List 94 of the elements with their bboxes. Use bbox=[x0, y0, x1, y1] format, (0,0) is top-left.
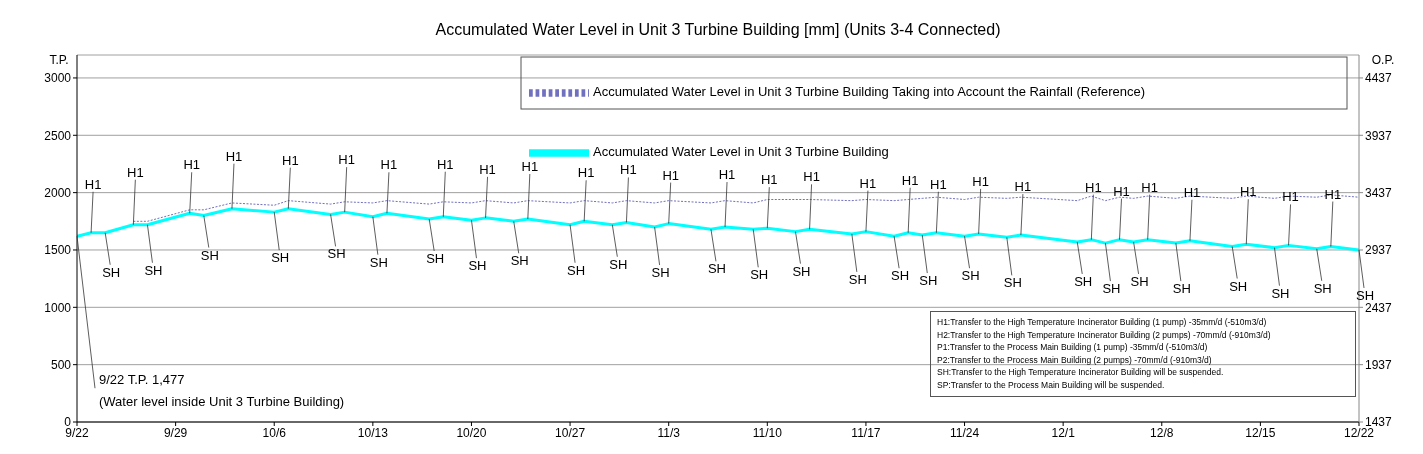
y-tick-label: 2000 bbox=[44, 185, 72, 200]
annotation: SH bbox=[426, 251, 445, 266]
legend-label: Accumulated Water Level in Unit 3 Turbine Building Taking into Account the Rainfall (Reference) bbox=[593, 84, 1146, 100]
y2-axis-title: O.P. bbox=[1371, 53, 1395, 67]
x-tick-label: 11/17 bbox=[851, 425, 881, 440]
annotation: H1 bbox=[718, 167, 736, 183]
annotation: H1 bbox=[436, 156, 454, 172]
annotation: SH bbox=[609, 256, 628, 272]
x-tick-label: 10/20 bbox=[456, 425, 487, 440]
x-tick-label: 10/13 bbox=[357, 425, 389, 440]
annotation: SH bbox=[1102, 281, 1121, 297]
annotation: H1 bbox=[972, 173, 989, 189]
x-tick-label: 12/1 bbox=[1051, 425, 1076, 440]
annotation: H1 bbox=[803, 169, 820, 185]
annotation: SH bbox=[369, 254, 388, 270]
annotation: H1 bbox=[761, 172, 778, 188]
annotation: H1 bbox=[225, 148, 243, 164]
y-tick-label: 1500 bbox=[44, 243, 72, 258]
y-tick-label: 500 bbox=[50, 357, 72, 372]
y-tick-label: 2500 bbox=[44, 128, 72, 143]
y2-tick-label: 3437 bbox=[1365, 185, 1393, 200]
annotation: H1 bbox=[1239, 184, 1257, 200]
annotation: H1 bbox=[479, 161, 496, 177]
chart-title: Accumulated Water Level in Unit 3 Turbine Building [mm] (Units 3-4 Connected) bbox=[435, 21, 1001, 38]
annotation: H1 bbox=[1141, 179, 1158, 195]
annotation: SH bbox=[750, 267, 769, 283]
annotation: H1 bbox=[1183, 184, 1201, 200]
annotation: H1 bbox=[620, 162, 637, 178]
annotation: SH:Transfer to the High Temperature Incinerator Building will be suspended. bbox=[937, 366, 1225, 379]
y2-tick-label: 4437 bbox=[1365, 71, 1393, 86]
x-tick-label: 12/15 bbox=[1245, 425, 1276, 440]
annotation: SH bbox=[1130, 273, 1149, 289]
annotation: SH bbox=[792, 263, 811, 279]
y2-tick-label: 2937 bbox=[1365, 243, 1393, 258]
annotation: H1 bbox=[1324, 186, 1342, 202]
annotation: H1 bbox=[1085, 179, 1102, 195]
annotation: P1:Transfer to the Process Main Building (1 pump) -35mm/d (-510m3/d) bbox=[937, 341, 1209, 354]
x-tick-label: 12/8 bbox=[1150, 425, 1174, 440]
annotation: SH bbox=[919, 273, 938, 289]
annotation: H1 bbox=[338, 152, 355, 168]
annotation: H2:Transfer to the High Temperature Incinerator Building (2 pumps) -70mm/d (-910m3/d) bbox=[937, 328, 1272, 342]
annotation: SH bbox=[1355, 287, 1375, 303]
annotation: H1 bbox=[577, 165, 595, 181]
annotation: SP:Transfer to the Process Main Building will be suspended. bbox=[937, 378, 1166, 392]
annotation: SH bbox=[468, 258, 487, 274]
annotation: H1 bbox=[859, 175, 877, 191]
annotation: H1 bbox=[84, 176, 102, 192]
x-tick-label: 10/6 bbox=[262, 425, 287, 440]
annotation: SH bbox=[1313, 280, 1332, 296]
y-tick-label: 3000 bbox=[44, 71, 72, 86]
annotation: SH bbox=[200, 247, 219, 263]
x-tick-label: 11/24 bbox=[949, 425, 980, 440]
annotation: SH bbox=[1172, 281, 1191, 297]
annotation: SH bbox=[961, 268, 980, 284]
annotation: H1 bbox=[282, 152, 299, 168]
annotation: SH bbox=[510, 253, 529, 269]
annotation: H1 bbox=[521, 159, 539, 174]
x-tick-label: 10/27 bbox=[555, 425, 586, 440]
y-axis-title: T.P. bbox=[49, 53, 69, 67]
annotation: SH bbox=[327, 246, 346, 262]
y-tick-label: 1000 bbox=[44, 300, 72, 315]
annotation: H1 bbox=[183, 157, 201, 173]
legend-label: Accumulated Water Level in Unit 3 Turbine Building bbox=[593, 144, 889, 160]
annotation: H1 bbox=[1113, 183, 1130, 199]
annotation: H1 bbox=[127, 164, 144, 180]
annotation: SH bbox=[891, 268, 910, 284]
annotation: SH bbox=[1229, 278, 1248, 294]
x-tick-label: 11/10 bbox=[752, 425, 783, 440]
annotation: SH bbox=[567, 262, 586, 278]
annotation: H1 bbox=[662, 167, 679, 183]
y2-tick-label: 1937 bbox=[1365, 357, 1393, 372]
y2-tick-label: 3937 bbox=[1365, 128, 1393, 143]
x-tick-label: 12/22 bbox=[1343, 425, 1375, 440]
annotation: P2:Transfer to the Process Main Building (2 pumps) -70mm/d (-910m3/d) bbox=[937, 353, 1213, 367]
annotation: SH bbox=[848, 271, 867, 287]
annotation: H1 bbox=[1014, 179, 1032, 195]
annotation: SH bbox=[707, 261, 726, 277]
annotation: SH bbox=[1003, 275, 1022, 291]
annotation: SH bbox=[144, 262, 163, 278]
annotation: SH bbox=[651, 265, 670, 281]
annotation: 9/22 T.P. 1,477 (Water level inside Unit 3 Turbine Building) bbox=[99, 372, 345, 410]
x-tick-label: 11/3 bbox=[657, 425, 681, 440]
annotation: SH bbox=[102, 264, 121, 280]
y2-tick-label: 2437 bbox=[1365, 300, 1393, 315]
annotation: H1 bbox=[901, 172, 919, 188]
annotation: SH bbox=[1271, 285, 1290, 301]
x-tick-label: 9/22 bbox=[65, 425, 89, 440]
annotation: H1 bbox=[380, 157, 398, 173]
x-tick-label: 9/29 bbox=[163, 425, 188, 440]
annotation: SH bbox=[1074, 273, 1093, 289]
annotation: H1 bbox=[930, 176, 947, 192]
annotation: SH bbox=[271, 250, 290, 266]
annotation: H1 bbox=[1282, 189, 1299, 205]
annotation: H1:Transfer to the High Temperature Incinerator Building (1 pump) -35mm/d (-510m3/d) bbox=[937, 316, 1268, 329]
